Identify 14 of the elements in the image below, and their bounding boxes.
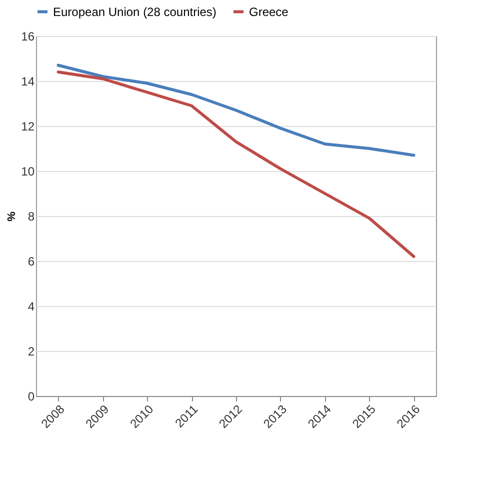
y-tick-label: 2 [28,344,35,358]
y-tick-label: 12 [21,120,35,134]
y-tick-label: 16 [21,30,35,44]
y-axis-title: % [6,211,18,222]
y-tick-label: 14 [21,74,35,88]
y-tick-label: 0 [28,390,35,404]
y-tick-label: 10 [21,164,35,178]
line-series [56,70,416,258]
legend-label: Greece [249,4,289,19]
y-tick-label: 8 [28,210,35,224]
y-tick-label: 4 [28,300,35,314]
line-series [56,64,416,157]
legend-label: European Union (28 countries) [53,4,216,19]
y-tick-label: 6 [28,254,35,268]
